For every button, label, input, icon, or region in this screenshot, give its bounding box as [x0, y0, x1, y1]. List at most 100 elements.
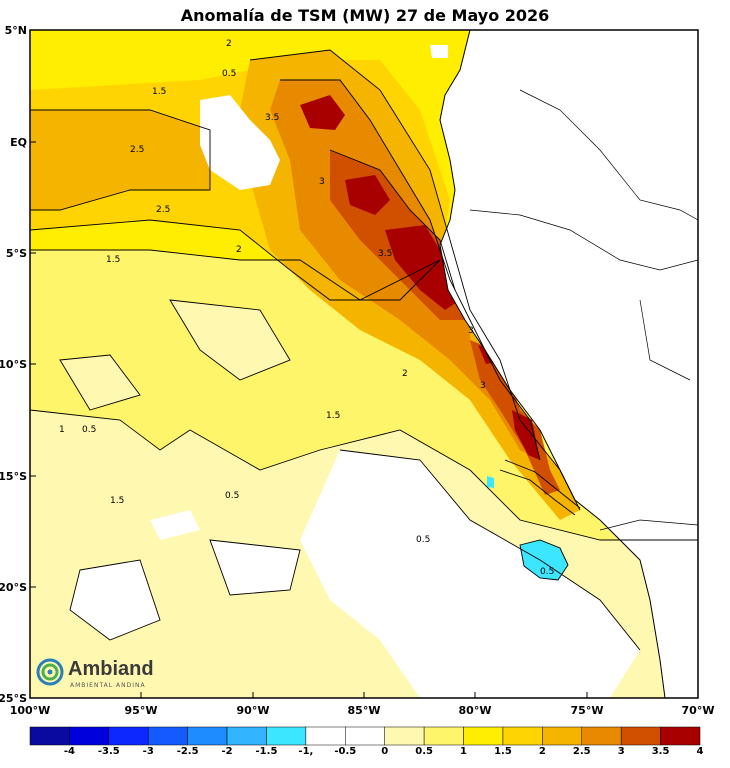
field-negative-b	[487, 476, 494, 488]
contour-label: 2.5	[130, 145, 144, 155]
no-data-patch	[200, 95, 280, 190]
colorbar-swatch	[108, 726, 149, 746]
colorbar-label: -3.5	[97, 746, 120, 757]
colorbar-swatch	[620, 726, 661, 746]
contour-label: 1.5	[326, 411, 340, 421]
border-colombia-ecuador	[519, 89, 698, 221]
colorbar-swatch	[147, 726, 188, 746]
contour-label: 1.5	[106, 255, 120, 265]
colorbar-label: 0.5	[415, 746, 433, 757]
border-peru-chile	[599, 519, 698, 531]
lat-tick-label: 25°S	[0, 692, 27, 705]
colorbar-label: 1.5	[494, 746, 512, 757]
lon-tick-label: 75°W	[571, 704, 604, 717]
colorbar-swatch	[660, 726, 701, 746]
contour-label: 0.5	[82, 425, 96, 435]
lon-tick-label: 80°W	[459, 704, 492, 717]
contour-label: 3.5	[378, 249, 392, 259]
contour-label: 1.5	[110, 496, 124, 506]
contour-label: 2.5	[156, 205, 170, 215]
lon-tick-label: 90°W	[237, 704, 270, 717]
colorbar-swatch	[384, 726, 425, 746]
contour-label: 2	[236, 245, 242, 255]
colorbar-label: -3	[142, 746, 154, 757]
colorbar-label: 2	[538, 746, 546, 757]
field-0.5-1-b	[170, 300, 290, 380]
ambiand-logo: Ambiand AMBIENTAL ANDINA	[34, 652, 154, 692]
contour-label: 2	[402, 369, 408, 379]
colorbar-label: 4	[696, 746, 704, 757]
colorbar-swatch	[305, 726, 346, 746]
field-gt4-b	[345, 175, 390, 215]
colorbar-swatch	[542, 726, 583, 746]
contour-label: 1.5	[152, 87, 166, 97]
logo-subtitle: AMBIENTAL ANDINA	[70, 682, 146, 689]
colorbar-label: 0	[381, 746, 389, 757]
lat-tick-label: EQ	[10, 136, 27, 149]
lat-tick-label: 5°S	[6, 247, 27, 260]
contour-label: 0.5	[540, 567, 554, 577]
field-gt4-a	[300, 95, 345, 130]
colorbar-label: -2.5	[176, 746, 199, 757]
lat-tick-label: 15°S	[0, 470, 27, 483]
no-data-patch-b	[430, 45, 448, 58]
ambiand-logo-mark-icon	[36, 658, 64, 686]
land-mass	[440, 30, 698, 698]
colorbar-swatch	[463, 726, 504, 746]
field-2.5-3-west	[30, 110, 210, 210]
tick-marks	[29, 29, 699, 699]
field-0-0.5-e	[470, 600, 560, 690]
field-0-0.5	[300, 450, 640, 698]
field-0-0.5-c	[70, 560, 160, 640]
lat-tick-label: 20°S	[0, 581, 27, 594]
contour-lines	[30, 49, 698, 651]
coastline	[439, 30, 698, 698]
colorbar-swatch	[187, 726, 228, 746]
field-negative	[520, 540, 568, 580]
lon-tick-label: 70°W	[682, 704, 715, 717]
contour-label: 3.5	[265, 113, 279, 123]
colorbar-label: -1.5	[255, 746, 278, 757]
colorbar-swatch	[266, 726, 307, 746]
contour-label: 3	[468, 326, 474, 336]
contour-label: 1	[59, 425, 65, 435]
anomaly-fields	[30, 30, 698, 698]
contour-labels: 2 1.5 0.5 2.5 3 3.5 1 0.5 1.5 3.5 2.5 0.…	[59, 39, 554, 577]
contour-label: 0.5	[222, 69, 236, 79]
colorbar-swatch	[345, 726, 385, 746]
colorbar-label: 2.5	[572, 746, 591, 757]
colorbar-label: -1,	[298, 746, 314, 757]
colorbar-label: -4	[63, 746, 75, 757]
contour-label: 2	[226, 39, 232, 49]
colorbar-label: 1	[460, 746, 467, 757]
colorbar-swatch	[423, 726, 464, 746]
colorbar-swatch	[581, 726, 622, 746]
colorbar-label: -2	[221, 746, 233, 757]
map-title: Anomalía de TSM (MW) 27 de Mayo 2026	[180, 6, 550, 25]
colorbar	[29, 726, 701, 746]
colorbar-swatch	[29, 726, 70, 746]
field-gt4-c	[385, 225, 460, 310]
lat-tick-label: 5°N	[5, 24, 27, 37]
colorbar-label: -0.5	[334, 746, 357, 757]
border-ecuador-peru	[469, 209, 698, 271]
field-gt4-e	[512, 410, 540, 460]
lat-tick-label: 10°S	[0, 358, 27, 371]
lon-tick-label: 95°W	[125, 704, 158, 717]
contour-label: 3	[480, 381, 486, 391]
colorbar-swatch	[69, 726, 110, 746]
colorbar-label: 3.5	[651, 746, 670, 757]
colorbar-swatch	[502, 726, 543, 746]
lon-tick-label: 85°W	[348, 704, 381, 717]
contour-label: 0.5	[416, 535, 430, 545]
contour-label: 3	[319, 177, 325, 187]
colorbar-swatch	[226, 726, 267, 746]
contour-label: 0.5	[225, 491, 239, 501]
field-0-0.5-b	[210, 540, 300, 595]
logo-brand: Ambiand	[68, 658, 154, 680]
border-peru-brazil	[639, 299, 691, 381]
field-0-0.5-d	[150, 510, 200, 540]
colorbar-label: 3	[617, 746, 625, 757]
lon-tick-label: 100°W	[10, 704, 51, 717]
